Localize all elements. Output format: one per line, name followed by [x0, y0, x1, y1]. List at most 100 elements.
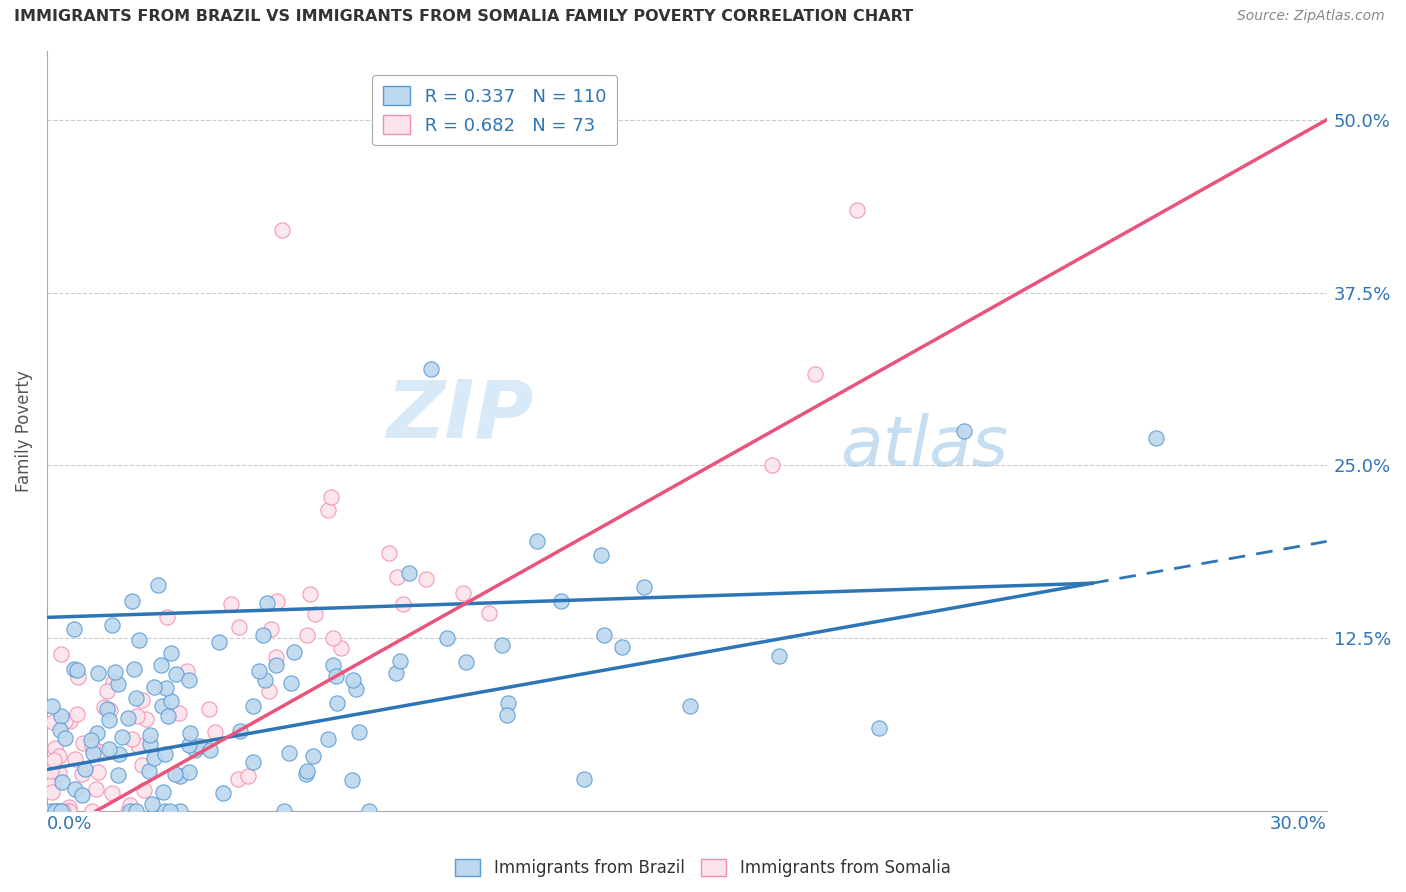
Point [415, 573, 437, 587]
Point [121, 732, 143, 747]
Point [163, 766, 186, 780]
Point [49, 723, 72, 738]
Point [322, 658, 344, 673]
Point [108, 747, 131, 761]
Point [59, 714, 82, 728]
Point [121, 594, 143, 608]
Point [160, 646, 183, 660]
Point [226, 772, 249, 786]
Point [868, 721, 890, 735]
Point [44, 741, 66, 756]
Point [953, 424, 976, 438]
Point [160, 694, 183, 708]
Point [283, 645, 305, 659]
Point [135, 712, 157, 726]
Point [419, 361, 441, 376]
Point [72, 735, 94, 749]
Point [273, 804, 295, 818]
Point [96, 702, 118, 716]
Point [228, 619, 250, 633]
Point [107, 768, 129, 782]
Point [55, 731, 77, 746]
Point [342, 772, 364, 787]
Point [212, 786, 235, 800]
Point [63, 781, 86, 796]
Point [49, 804, 72, 818]
Point [87, 764, 110, 779]
Point [152, 785, 174, 799]
Point [120, 804, 142, 818]
Point [42, 804, 65, 818]
Point [179, 739, 201, 753]
Point [398, 566, 420, 581]
Point [159, 804, 181, 818]
Point [169, 769, 191, 783]
Point [82, 804, 104, 818]
Point [156, 709, 179, 723]
Text: Source: ZipAtlas.com: Source: ZipAtlas.com [1237, 9, 1385, 23]
Point [86, 726, 108, 740]
Point [295, 627, 318, 641]
Point [39, 804, 62, 818]
Point [93, 700, 115, 714]
Point [633, 580, 655, 594]
Point [270, 223, 292, 237]
Point [41, 698, 63, 713]
Point [252, 627, 274, 641]
Point [55, 714, 77, 729]
Point [142, 751, 165, 765]
Point [385, 666, 408, 681]
Point [156, 609, 179, 624]
Point [101, 618, 124, 632]
Point [266, 594, 288, 608]
Point [49, 804, 72, 818]
Point [591, 548, 613, 562]
Point [42, 715, 65, 730]
Point [49, 647, 72, 661]
Point [48, 749, 70, 764]
Point [63, 662, 86, 676]
Point [349, 724, 371, 739]
Point [454, 655, 477, 669]
Point [330, 641, 353, 656]
Point [316, 732, 339, 747]
Point [155, 747, 177, 762]
Point [389, 654, 412, 668]
Point [51, 774, 73, 789]
Point [66, 707, 89, 722]
Point [82, 746, 104, 760]
Point [316, 503, 339, 517]
Point [298, 587, 321, 601]
Point [453, 586, 475, 600]
Point [117, 804, 139, 818]
Point [46, 804, 69, 818]
Point [131, 692, 153, 706]
Point [138, 764, 160, 779]
Text: 0.0%: 0.0% [46, 814, 93, 833]
Point [592, 628, 614, 642]
Point [1144, 431, 1167, 445]
Point [75, 762, 97, 776]
Point [357, 804, 380, 818]
Point [321, 490, 343, 504]
Point [260, 622, 283, 636]
Point [48, 765, 70, 780]
Point [125, 691, 148, 706]
Y-axis label: Family Poverty: Family Poverty [15, 370, 32, 491]
Point [63, 622, 86, 636]
Point [208, 634, 231, 648]
Point [491, 638, 513, 652]
Point [803, 367, 825, 381]
Point [118, 797, 141, 812]
Legend:  R = 0.337   N = 110,  R = 0.682   N = 73: R = 0.337 N = 110, R = 0.682 N = 73 [373, 75, 617, 145]
Point [295, 764, 318, 778]
Point [179, 726, 201, 740]
Point [152, 699, 174, 714]
Point [165, 667, 187, 681]
Point [378, 546, 401, 560]
Point [768, 649, 790, 664]
Point [302, 748, 325, 763]
Point [176, 665, 198, 679]
Point [70, 766, 93, 780]
Point [141, 797, 163, 811]
